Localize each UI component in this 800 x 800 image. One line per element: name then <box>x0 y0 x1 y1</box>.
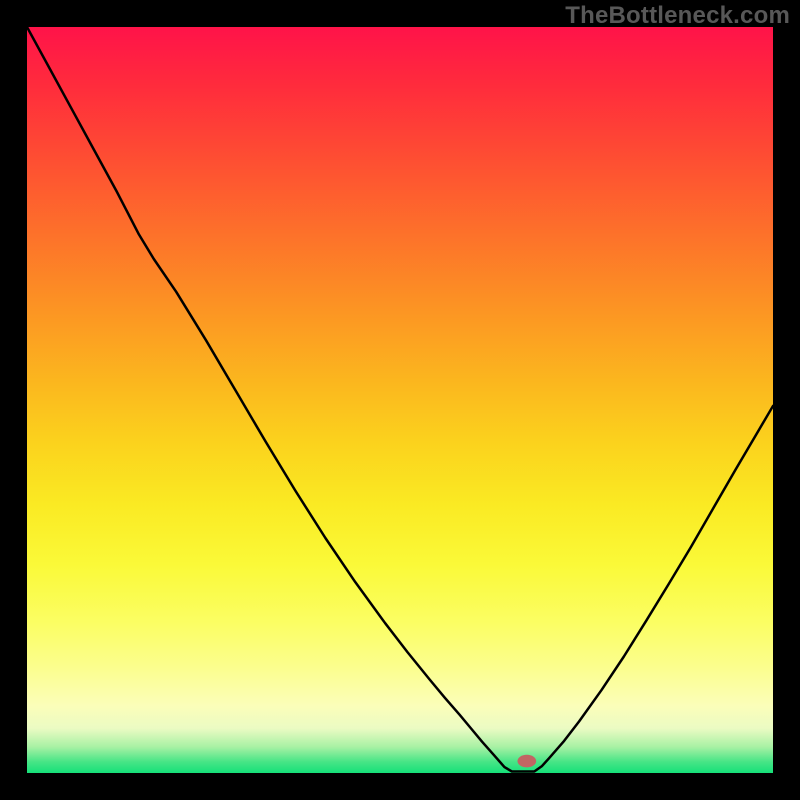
optimal-point-marker <box>517 755 536 768</box>
bottleneck-chart <box>27 27 773 773</box>
watermark-text: TheBottleneck.com <box>565 2 790 30</box>
chart-background <box>27 27 773 773</box>
chart-frame: TheBottleneck.com <box>0 0 800 800</box>
